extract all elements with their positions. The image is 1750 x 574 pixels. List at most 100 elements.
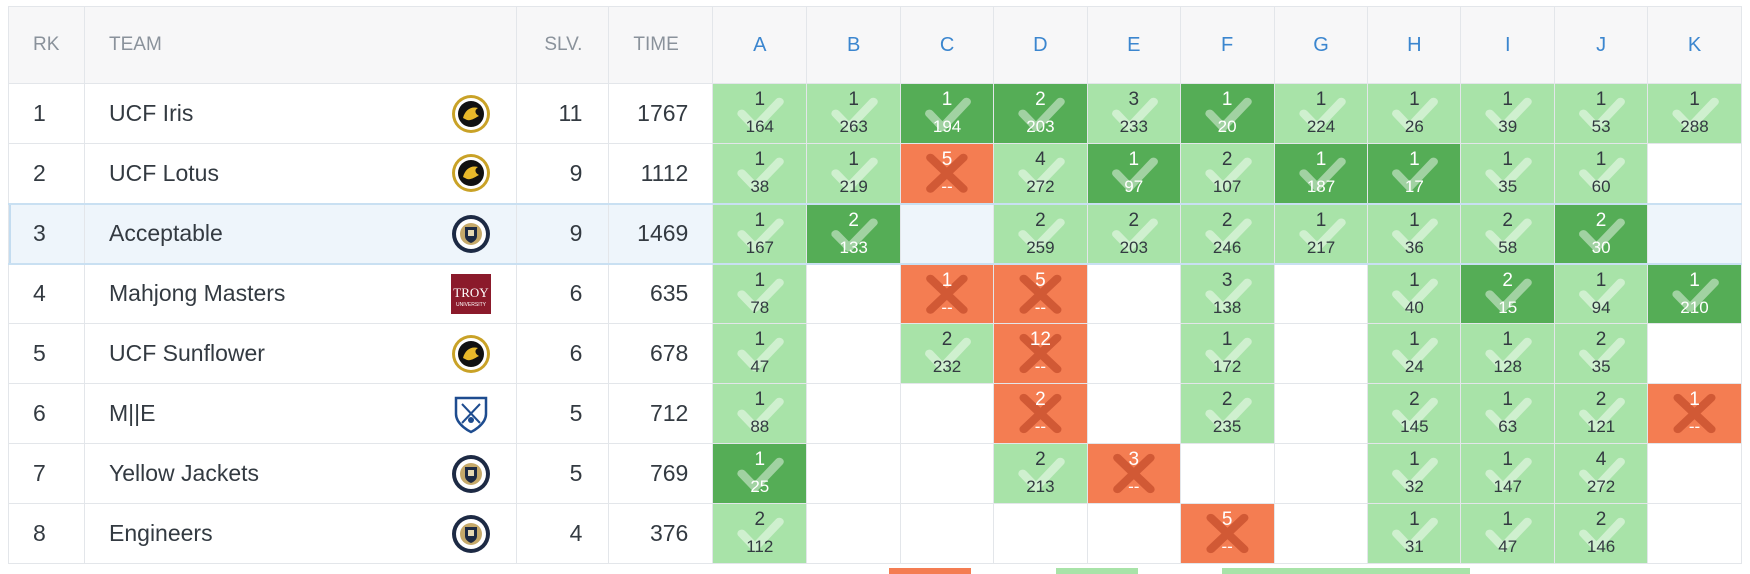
- team-row[interactable]: 7 Yellow Jackets 5 769 1 25 2 213 3 -- 1 32 1 147 4 272: [7, 443, 1743, 504]
- problem-cell-f[interactable]: [1179, 443, 1275, 504]
- team-row[interactable]: 2 UCF Lotus 9 1112 1 38 1 219 5 -- 4 272 1 97 2 107 1 187…: [7, 143, 1743, 204]
- problem-cell-c[interactable]: 5 --: [900, 143, 994, 204]
- problem-cell-g[interactable]: [1273, 323, 1369, 384]
- problem-cell-b[interactable]: [806, 443, 902, 504]
- team-row[interactable]: 8 Engineers 4 376 2 112 5 -- 1 31 1 47 2 146: [7, 503, 1743, 564]
- problem-cell-i[interactable]: 1 47: [1460, 503, 1556, 564]
- problem-cell-d[interactable]: 2 259: [992, 202, 1088, 265]
- problem-cell-a[interactable]: 1 88: [712, 383, 808, 444]
- problem-cell-k[interactable]: 1 210: [1646, 263, 1743, 324]
- problem-cell-j[interactable]: 1 60: [1554, 143, 1648, 204]
- problem-cell-c[interactable]: 2 232: [900, 323, 994, 384]
- problem-cell-e[interactable]: 1 97: [1086, 143, 1181, 204]
- problem-header-a[interactable]: A: [712, 6, 808, 84]
- problem-cell-c[interactable]: [900, 383, 994, 444]
- problem-cell-c[interactable]: 1 --: [900, 263, 994, 324]
- problem-cell-a[interactable]: 1 78: [712, 263, 808, 324]
- team-name[interactable]: Mahjong Masters: [84, 263, 427, 324]
- problem-cell-f[interactable]: 3 138: [1179, 263, 1275, 324]
- problem-cell-f[interactable]: 2 235: [1179, 383, 1275, 444]
- problem-cell-j[interactable]: 2 121: [1554, 383, 1648, 444]
- problem-cell-a[interactable]: 1 164: [712, 83, 808, 144]
- problem-cell-g[interactable]: [1273, 263, 1369, 324]
- problem-cell-e[interactable]: [1086, 323, 1181, 384]
- problem-cell-h[interactable]: 2 145: [1367, 383, 1462, 444]
- problem-cell-d[interactable]: 12 --: [992, 323, 1088, 384]
- problem-cell-i[interactable]: 1 128: [1460, 323, 1556, 384]
- problem-cell-g[interactable]: 1 217: [1273, 202, 1369, 265]
- team-name[interactable]: Acceptable: [84, 202, 427, 265]
- problem-cell-h[interactable]: 1 24: [1367, 323, 1462, 384]
- team-row[interactable]: 4 Mahjong Masters TROY UNIVERSITY 6 635 1 78 1 --…: [7, 263, 1743, 324]
- problem-cell-c[interactable]: [900, 443, 994, 504]
- team-row[interactable]: 3 Acceptable 9 1469 1 167 2 133 2 259 2 203 2 246 1 217…: [7, 202, 1743, 265]
- problem-header-f[interactable]: F: [1179, 6, 1275, 84]
- problem-cell-k[interactable]: 1 288: [1646, 83, 1743, 144]
- problem-cell-i[interactable]: 1 63: [1460, 383, 1556, 444]
- problem-cell-e[interactable]: [1086, 503, 1181, 564]
- team-row[interactable]: 1 UCF Iris 11 1767 1 164 1 263 1 194 2 203 3 233 1 20 1 2…: [7, 83, 1743, 144]
- team-row[interactable]: 5 UCF Sunflower 6 678 1 47 2 232 12 -- 1 172 1 24 1 128…: [7, 323, 1743, 384]
- problem-cell-j[interactable]: 1 94: [1554, 263, 1648, 324]
- problem-cell-c[interactable]: [900, 202, 994, 265]
- problem-header-k[interactable]: K: [1646, 6, 1743, 84]
- problem-cell-b[interactable]: [806, 383, 902, 444]
- problem-cell-i[interactable]: 1 39: [1460, 83, 1556, 144]
- problem-cell-j[interactable]: 2 146: [1554, 503, 1648, 564]
- problem-cell-j[interactable]: 2 35: [1554, 323, 1648, 384]
- problem-cell-d[interactable]: 2 --: [992, 383, 1088, 444]
- problem-cell-a[interactable]: 2 112: [712, 503, 808, 564]
- problem-cell-d[interactable]: [992, 503, 1088, 564]
- problem-cell-i[interactable]: 1 35: [1460, 143, 1556, 204]
- problem-header-c[interactable]: C: [900, 6, 994, 84]
- problem-cell-h[interactable]: 1 40: [1367, 263, 1462, 324]
- problem-cell-i[interactable]: 2 15: [1460, 263, 1556, 324]
- problem-cell-h[interactable]: 1 36: [1367, 202, 1462, 265]
- problem-cell-e[interactable]: 2 203: [1086, 202, 1181, 265]
- problem-header-b[interactable]: B: [806, 6, 902, 84]
- team-row[interactable]: 6 M||E 5 712 1 88 2 -- 2 235 2 145 1 63 2 121 1 --: [7, 383, 1743, 444]
- problem-header-d[interactable]: D: [992, 6, 1088, 84]
- problem-cell-e[interactable]: 3 233: [1086, 83, 1181, 144]
- problem-cell-b[interactable]: 2 133: [806, 202, 902, 265]
- problem-cell-g[interactable]: 1 224: [1273, 83, 1369, 144]
- problem-cell-i[interactable]: 1 147: [1460, 443, 1556, 504]
- problem-cell-a[interactable]: 1 38: [712, 143, 808, 204]
- team-name[interactable]: M||E: [84, 383, 427, 444]
- problem-cell-c[interactable]: [900, 503, 994, 564]
- problem-cell-b[interactable]: [806, 323, 902, 384]
- problem-cell-i[interactable]: 2 58: [1460, 202, 1556, 265]
- problem-cell-k[interactable]: [1646, 202, 1743, 265]
- problem-cell-f[interactable]: 2 107: [1179, 143, 1275, 204]
- problem-cell-g[interactable]: [1273, 383, 1369, 444]
- problem-cell-a[interactable]: 1 47: [712, 323, 808, 384]
- problem-header-h[interactable]: H: [1367, 6, 1462, 84]
- problem-cell-d[interactable]: 2 203: [992, 83, 1088, 144]
- problem-cell-b[interactable]: [806, 503, 902, 564]
- problem-cell-d[interactable]: 4 272: [992, 143, 1088, 204]
- problem-cell-k[interactable]: [1646, 143, 1743, 204]
- problem-cell-j[interactable]: 4 272: [1554, 443, 1648, 504]
- problem-cell-a[interactable]: 1 25: [712, 443, 808, 504]
- team-name[interactable]: UCF Iris: [84, 83, 427, 144]
- problem-cell-k[interactable]: 1 --: [1646, 383, 1743, 444]
- problem-cell-h[interactable]: 1 26: [1367, 83, 1462, 144]
- team-name[interactable]: UCF Sunflower: [84, 323, 427, 384]
- problem-header-i[interactable]: I: [1460, 6, 1556, 84]
- problem-cell-f[interactable]: 5 --: [1179, 503, 1275, 564]
- problem-cell-k[interactable]: [1646, 323, 1743, 384]
- problem-cell-a[interactable]: 1 167: [712, 202, 808, 265]
- problem-cell-d[interactable]: 5 --: [992, 263, 1088, 324]
- problem-cell-k[interactable]: [1646, 503, 1743, 564]
- team-name[interactable]: Engineers: [84, 503, 427, 564]
- problem-header-e[interactable]: E: [1086, 6, 1181, 84]
- problem-cell-f[interactable]: 2 246: [1179, 202, 1275, 265]
- problem-cell-j[interactable]: 2 30: [1554, 202, 1648, 265]
- problem-cell-h[interactable]: 1 31: [1367, 503, 1462, 564]
- problem-cell-b[interactable]: [806, 263, 902, 324]
- problem-cell-e[interactable]: [1086, 263, 1181, 324]
- problem-cell-c[interactable]: 1 194: [900, 83, 994, 144]
- team-name[interactable]: Yellow Jackets: [84, 443, 427, 504]
- problem-cell-e[interactable]: 3 --: [1086, 443, 1181, 504]
- problem-cell-k[interactable]: [1646, 443, 1743, 504]
